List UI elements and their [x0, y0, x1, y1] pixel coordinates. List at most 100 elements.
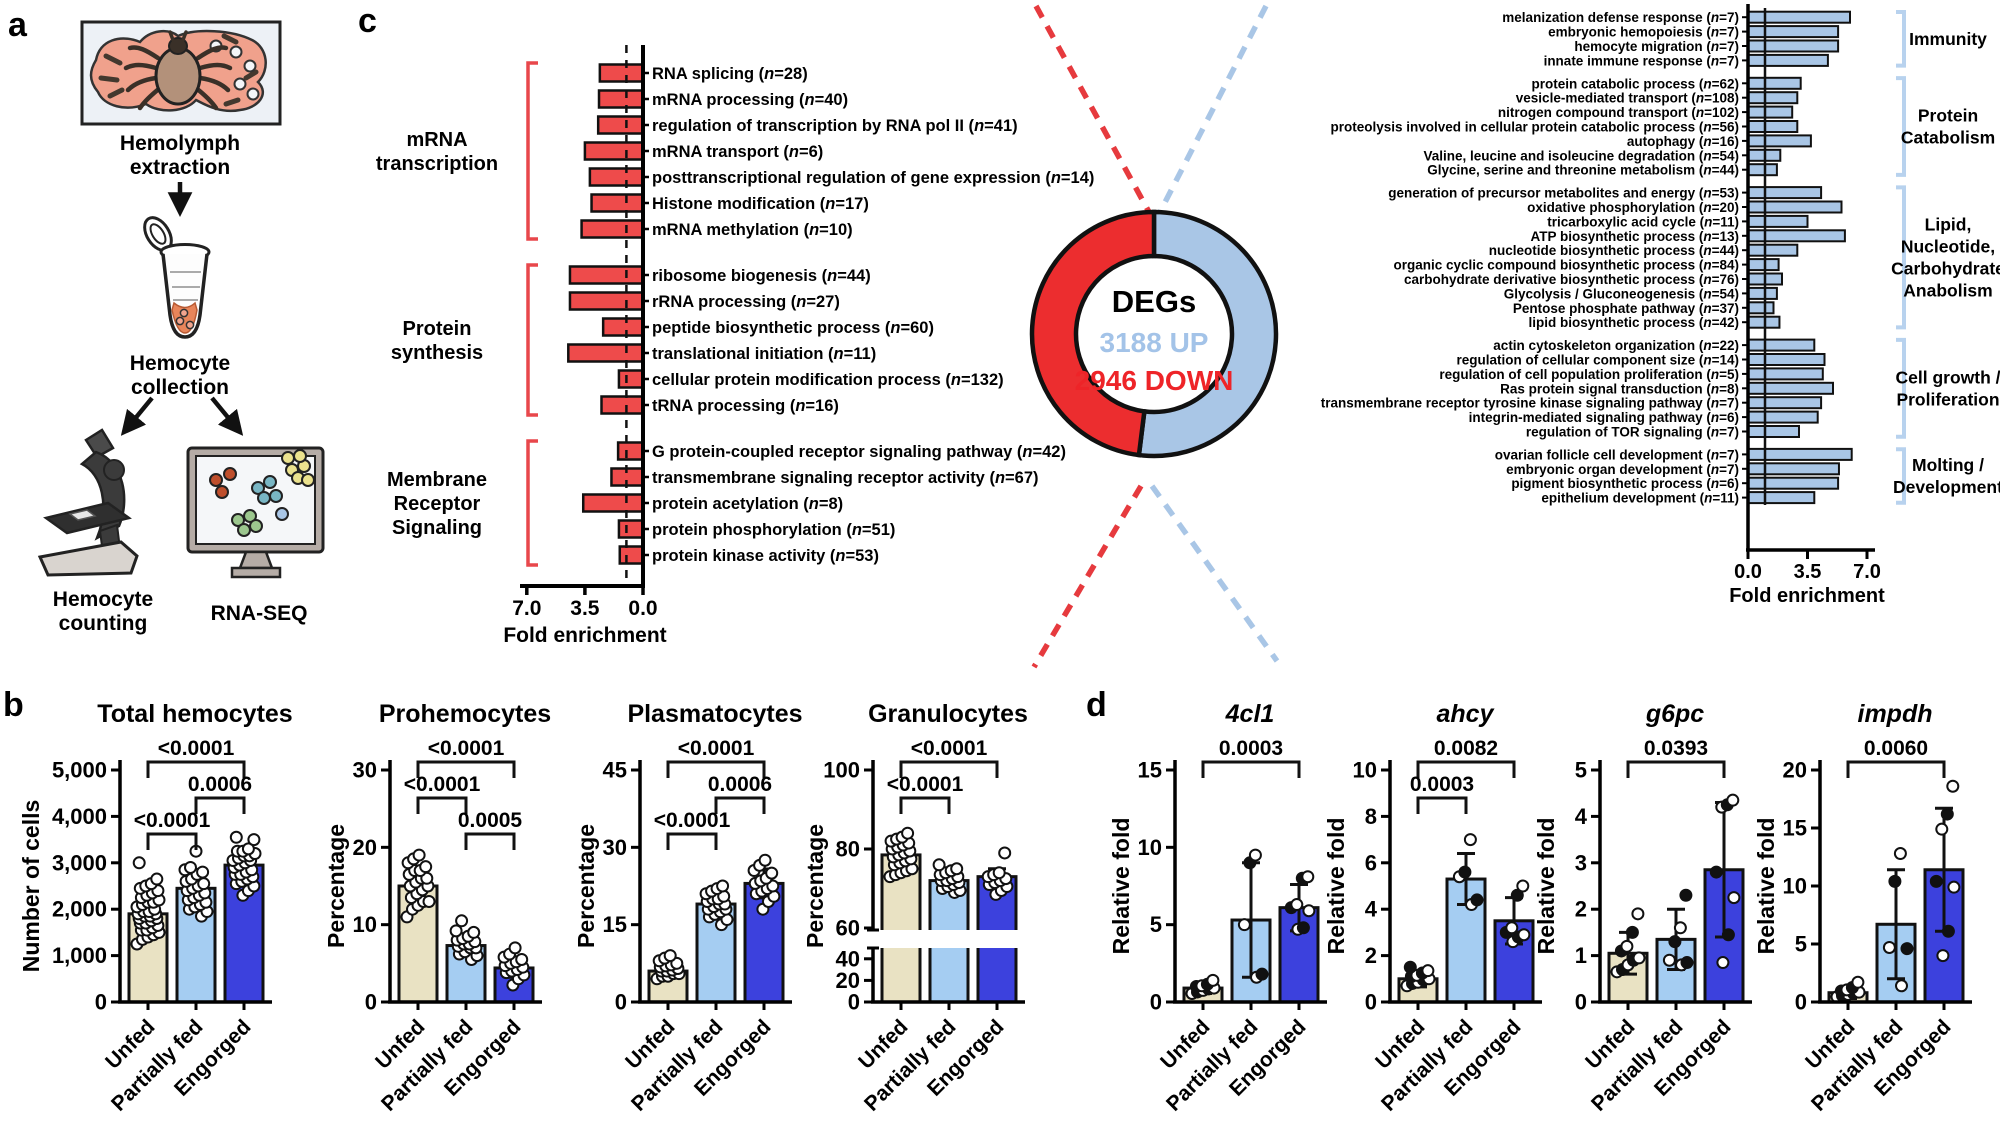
p-value: <0.0001: [158, 737, 235, 760]
go-term-label: epithelium development (n=11): [1541, 491, 1739, 506]
sig-bracket: [416, 796, 468, 814]
scatter-point: [455, 914, 469, 928]
y-tick-label: 15: [603, 912, 627, 937]
go-bar: [1747, 10, 1851, 24]
p-value: 0.0003: [1219, 737, 1283, 760]
chart-granulocytes: GranulocytesPercentage100806040200UnfedP…: [802, 700, 1028, 1116]
x-tick-label: 7.0: [512, 597, 541, 620]
scatter-point: [1895, 979, 1908, 993]
go-bar: [567, 343, 645, 363]
go-term-label: nucleotide biosynthetic process (n=44): [1489, 243, 1739, 258]
y-tick-label: 30: [353, 758, 377, 783]
label-hemocyte-collection: Hemocyte collection: [129, 352, 231, 399]
x-tick-label: 0.0: [1734, 561, 1762, 583]
go-bar: [1747, 410, 1819, 424]
scatter-point: [1947, 880, 1961, 894]
scatter-point: [1296, 921, 1310, 935]
monitor-icon: [186, 446, 325, 579]
go-term-label: oxidative phosphorylation (n=20): [1527, 200, 1739, 215]
sig-bracket: [899, 760, 999, 778]
go-bar: [1747, 425, 1800, 438]
group-bracket: [526, 439, 538, 567]
go-term-label: ovarian follicle cell development (n=7): [1495, 447, 1739, 462]
go-bar: [568, 291, 645, 311]
y-tick-label: 5: [1575, 758, 1587, 783]
group-bracket: [1896, 185, 1906, 330]
chart-title: 4cl1: [1225, 700, 1275, 728]
tick-debris-marks: [98, 33, 259, 107]
group-label: Anabolism: [1903, 280, 1992, 300]
y-axis-label: Percentage: [802, 824, 828, 948]
scatter-point: [412, 848, 426, 862]
y-tick-label: 4: [1365, 897, 1378, 922]
sig-bracket: [1846, 760, 1946, 778]
go-term-label: Glycine, serine and threonine metabolism…: [1427, 163, 1739, 178]
go-bar: [598, 63, 645, 83]
sig-bracket: [1201, 760, 1301, 778]
y-tick-label: 10: [353, 912, 377, 937]
go-term-label: carbohydrate derivative biosynthetic pro…: [1404, 272, 1739, 287]
axis-break-band: [861, 930, 1026, 948]
go-term-label: embryonic organ development (n=7): [1506, 462, 1739, 477]
panel-b-letter: b: [3, 686, 24, 724]
chart-prohemocytes: ProhemocytesPercentage3020100UnfedPartia…: [323, 700, 551, 1116]
y-tick-label: 0: [1795, 990, 1807, 1015]
group-bracket: [526, 263, 538, 417]
go-term-label: vesicle-mediated transport (n=108): [1516, 91, 1739, 106]
y-tick-label: 60: [836, 916, 860, 941]
chart-total-hemocytes: Total hemocytes Number of cells 5,000 4,000…: [18, 700, 293, 1116]
workflow-schematic: [37, 20, 325, 579]
go-term-label: protein phosphorylation (n=51): [652, 521, 895, 539]
go-bar: [1747, 243, 1799, 257]
go-bar: [590, 193, 645, 213]
group-label: Carbohydrate: [1891, 258, 2000, 278]
chart-title: ahcy: [1437, 700, 1495, 728]
sig-bracket: [1416, 760, 1516, 778]
go-term-label: ATP biosynthetic process (n=13): [1531, 229, 1739, 244]
go-bar: [618, 545, 645, 565]
blue-dashed-line-bottom: [1149, 484, 1280, 663]
y-tick-label: 4,000: [52, 804, 107, 829]
scatter-point: [241, 842, 255, 856]
scatter-point: [184, 860, 197, 874]
scatter-point: [1727, 891, 1741, 905]
scatter-point: [1290, 898, 1304, 912]
scatter-point: [1458, 865, 1472, 879]
go-bar: [1747, 76, 1802, 90]
go-bar: [580, 219, 645, 239]
go-bar: [597, 89, 645, 109]
x-tick-label: 3.5: [1794, 561, 1822, 583]
scatter-point: [467, 925, 481, 939]
go-bar: [1747, 214, 1809, 228]
x-axis-label: Fold enrichment: [1729, 585, 1885, 607]
scatter-point: [1680, 956, 1694, 970]
red-dashed-line-bottom: [1031, 484, 1144, 669]
go-term-label: nitrogen compound transport (n=102): [1498, 105, 1739, 120]
group-label: Receptor: [394, 493, 481, 515]
go-term-label: tRNA processing (n=16): [652, 397, 839, 415]
scatter-point: [1248, 848, 1262, 862]
y-axis-label: Relative fold: [1323, 818, 1349, 955]
group-label: Lipid,: [1925, 214, 1972, 234]
go-term-label: protein kinase activity (n=53): [652, 547, 879, 565]
go-bar: [1747, 353, 1826, 366]
y-tick-label: 20: [353, 835, 377, 860]
p-value: <0.0001: [134, 809, 211, 832]
scatter-point: [1721, 928, 1735, 942]
scatter-point: [998, 846, 1012, 860]
p-value: <0.0001: [404, 773, 481, 796]
scatter-point: [229, 830, 243, 844]
scatter-point: [449, 924, 463, 938]
chart-title: Total hemocytes: [97, 700, 292, 728]
y-axis-label: Percentage: [323, 824, 349, 948]
y-tick-label: 0: [95, 990, 107, 1015]
scatter-point: [1510, 888, 1524, 902]
group-bracket: [1896, 10, 1906, 68]
go-bar: [1747, 53, 1829, 67]
go-bar: [588, 167, 645, 187]
y-tick-label: 20: [1783, 758, 1807, 783]
x-axis-label: Fold enrichment: [503, 624, 666, 647]
group-label: mRNA: [406, 129, 467, 151]
scatter-point: [1517, 928, 1531, 942]
